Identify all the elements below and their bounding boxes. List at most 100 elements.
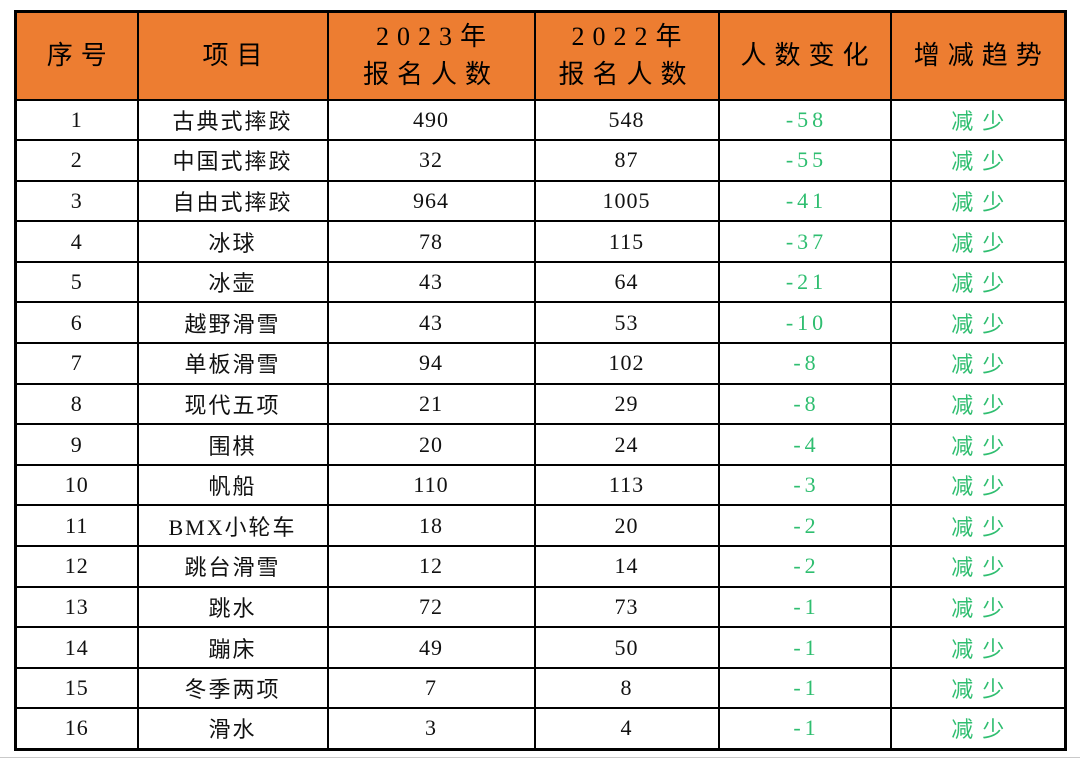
- change-cell: -58: [717, 98, 892, 142]
- change-cell: -55: [717, 139, 892, 182]
- table-body: 1 古典式摔跤 490 548 -58 减少 2 中国式摔跤 32 87 -55…: [14, 98, 1067, 750]
- event-name-cell: 现代五项: [136, 382, 329, 426]
- change-cell: -1: [717, 666, 892, 710]
- change-cell: -8: [717, 342, 892, 385]
- event-name-cell: 冰球: [136, 220, 329, 263]
- row-index-cell: 1: [14, 98, 139, 142]
- registration-table: 序号 项目 2023年 报名人数 2022年 报名人数 人数变化 增减趋势 1 …: [14, 10, 1067, 751]
- trend-cell: 减少: [889, 504, 1067, 548]
- trend-cell: 减少: [889, 626, 1067, 669]
- event-name-cell: 古典式摔跤: [136, 98, 329, 142]
- count-2022-cell: 50: [533, 626, 720, 669]
- trend-cell: 减少: [889, 382, 1067, 426]
- registration-table-container: 序号 项目 2023年 报名人数 2022年 报名人数 人数变化 增减趋势 1 …: [14, 10, 1067, 751]
- row-index-cell: 14: [14, 626, 139, 669]
- count-2023-cell: 94: [326, 342, 536, 385]
- count-2023-cell: 964: [326, 179, 536, 223]
- header-row: 序号 项目 2023年 报名人数 2022年 报名人数 人数变化 增减趋势: [14, 10, 1067, 101]
- count-2022-cell: 20: [533, 504, 720, 548]
- row-index-cell: 10: [14, 463, 139, 507]
- table-row: 16 滑水 3 4 -1 减少: [14, 707, 1067, 750]
- row-index-cell: 3: [14, 179, 139, 223]
- table-row: 15 冬季两项 7 8 -1 减少: [14, 666, 1067, 710]
- count-2023-cell: 18: [326, 504, 536, 548]
- trend-cell: 减少: [889, 585, 1067, 629]
- table-row: 6 越野滑雪 43 53 -10 减少: [14, 301, 1067, 345]
- count-2022-cell: 115: [533, 220, 720, 263]
- table-row: 1 古典式摔跤 490 548 -58 减少: [14, 98, 1067, 142]
- count-2023-cell: 12: [326, 545, 536, 588]
- change-cell: -4: [717, 423, 892, 466]
- change-cell: -2: [717, 545, 892, 588]
- row-index-cell: 5: [14, 260, 139, 304]
- count-2023-cell: 110: [326, 463, 536, 507]
- row-index-cell: 15: [14, 666, 139, 710]
- change-cell: -21: [717, 260, 892, 304]
- count-2022-cell: 548: [533, 98, 720, 142]
- event-name-cell: 中国式摔跤: [136, 139, 329, 182]
- table-row: 4 冰球 78 115 -37 减少: [14, 220, 1067, 263]
- trend-cell: 减少: [889, 179, 1067, 223]
- event-name-cell: 跳水: [136, 585, 329, 629]
- count-2022-cell: 53: [533, 301, 720, 345]
- change-cell: -37: [717, 220, 892, 263]
- table-row: 3 自由式摔跤 964 1005 -41 减少: [14, 179, 1067, 223]
- table-row: 8 现代五项 21 29 -8 减少: [14, 382, 1067, 426]
- header-col-no: 序号: [14, 10, 139, 101]
- trend-cell: 减少: [889, 545, 1067, 588]
- table-row: 13 跳水 72 73 -1 减少: [14, 585, 1067, 629]
- row-index-cell: 2: [14, 139, 139, 182]
- count-2023-cell: 43: [326, 260, 536, 304]
- count-2023-cell: 7: [326, 666, 536, 710]
- row-index-cell: 8: [14, 382, 139, 426]
- table-row: 12 跳台滑雪 12 14 -2 减少: [14, 545, 1067, 588]
- count-2022-cell: 4: [533, 707, 720, 750]
- trend-cell: 减少: [889, 707, 1067, 750]
- trend-cell: 减少: [889, 220, 1067, 263]
- change-cell: -1: [717, 585, 892, 629]
- count-2023-cell: 78: [326, 220, 536, 263]
- change-cell: -1: [717, 707, 892, 750]
- count-2022-cell: 29: [533, 382, 720, 426]
- count-2023-cell: 490: [326, 98, 536, 142]
- trend-cell: 减少: [889, 260, 1067, 304]
- event-name-cell: 单板滑雪: [136, 342, 329, 385]
- page-bottom-divider: [0, 757, 1080, 758]
- change-cell: -1: [717, 626, 892, 669]
- change-cell: -3: [717, 463, 892, 507]
- event-name-cell: 自由式摔跤: [136, 179, 329, 223]
- count-2022-cell: 64: [533, 260, 720, 304]
- table-row: 7 单板滑雪 94 102 -8 减少: [14, 342, 1067, 385]
- count-2023-cell: 43: [326, 301, 536, 345]
- row-index-cell: 6: [14, 301, 139, 345]
- event-name-cell: BMX小轮车: [136, 504, 329, 548]
- event-name-cell: 冰壶: [136, 260, 329, 304]
- change-cell: -8: [717, 382, 892, 426]
- trend-cell: 减少: [889, 423, 1067, 466]
- count-2022-cell: 102: [533, 342, 720, 385]
- header-col-2023: 2023年 报名人数: [326, 10, 536, 101]
- row-index-cell: 9: [14, 423, 139, 466]
- trend-cell: 减少: [889, 342, 1067, 385]
- row-index-cell: 11: [14, 504, 139, 548]
- table-row: 14 蹦床 49 50 -1 减少: [14, 626, 1067, 669]
- event-name-cell: 帆船: [136, 463, 329, 507]
- header-col-2022: 2022年 报名人数: [533, 10, 720, 101]
- count-2023-cell: 3: [326, 707, 536, 750]
- row-index-cell: 4: [14, 220, 139, 263]
- event-name-cell: 滑水: [136, 707, 329, 750]
- count-2022-cell: 14: [533, 545, 720, 588]
- count-2023-cell: 20: [326, 423, 536, 466]
- trend-cell: 减少: [889, 98, 1067, 142]
- count-2022-cell: 1005: [533, 179, 720, 223]
- header-col-change: 人数变化: [717, 10, 892, 101]
- change-cell: -41: [717, 179, 892, 223]
- event-name-cell: 跳台滑雪: [136, 545, 329, 588]
- change-cell: -10: [717, 301, 892, 345]
- count-2022-cell: 8: [533, 666, 720, 710]
- row-index-cell: 7: [14, 342, 139, 385]
- count-2022-cell: 73: [533, 585, 720, 629]
- count-2023-cell: 72: [326, 585, 536, 629]
- event-name-cell: 冬季两项: [136, 666, 329, 710]
- table-row: 10 帆船 110 113 -3 减少: [14, 463, 1067, 507]
